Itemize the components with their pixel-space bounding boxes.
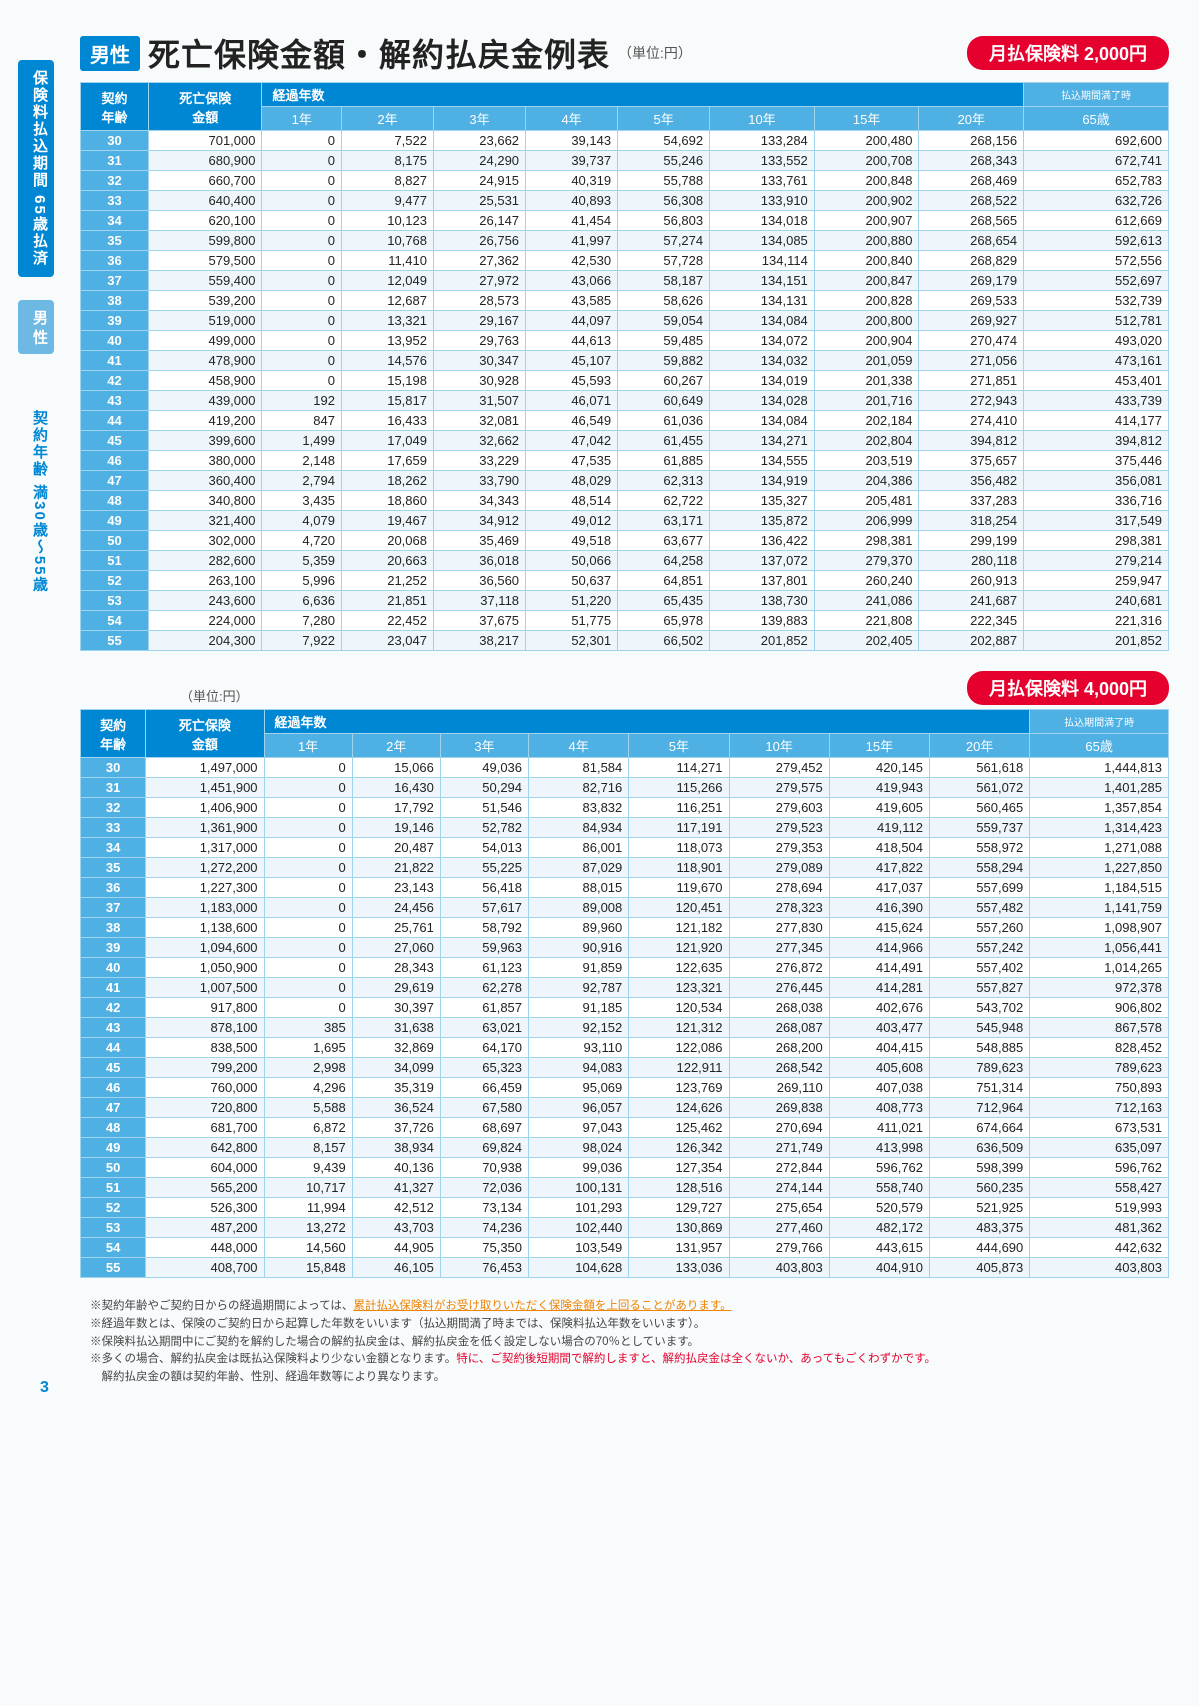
table-row: 47720,8005,58836,52467,58096,057124,6262… bbox=[81, 1098, 1169, 1118]
table-row: 381,138,600025,76158,79289,960121,182277… bbox=[81, 918, 1169, 938]
tbody-2000: 30701,00007,52223,66239,14354,692133,284… bbox=[81, 131, 1169, 651]
table-row: 45799,2002,99834,09965,32394,083122,9112… bbox=[81, 1058, 1169, 1078]
table-row: 361,227,300023,14356,41888,015119,670278… bbox=[81, 878, 1169, 898]
table-row: 371,183,000024,45657,61789,008120,451278… bbox=[81, 898, 1169, 918]
table-row: 391,094,600027,06059,96390,916121,920277… bbox=[81, 938, 1169, 958]
table-row: 51565,20010,71741,32772,036100,131128,51… bbox=[81, 1178, 1169, 1198]
main-title: 死亡保険金額・解約払戻金例表 bbox=[148, 30, 610, 76]
table-row: 42917,800030,39761,85791,185120,534268,0… bbox=[81, 998, 1169, 1018]
table-row: 34620,100010,12326,14741,45456,803134,01… bbox=[81, 211, 1169, 231]
table-row: 301,497,000015,06649,03681,584114,271279… bbox=[81, 758, 1169, 778]
table-row: 43439,00019215,81731,50746,07160,649134,… bbox=[81, 391, 1169, 411]
table-row: 35599,800010,76826,75641,99757,274134,08… bbox=[81, 231, 1169, 251]
table-row: 36579,500011,41027,36242,53057,728134,11… bbox=[81, 251, 1169, 271]
table-row: 46380,0002,14817,65933,22947,53561,88513… bbox=[81, 451, 1169, 471]
table-row: 43878,10038531,63863,02192,152121,312268… bbox=[81, 1018, 1169, 1038]
table-row: 45399,6001,49917,04932,66247,04261,45513… bbox=[81, 431, 1169, 451]
thead-4000: 契約年齢死亡保険金額経過年数払込期間満了時1年2年3年4年5年10年15年20年… bbox=[81, 710, 1169, 758]
table-row: 331,361,900019,14652,78284,934117,191279… bbox=[81, 818, 1169, 838]
gender-tag: 男性 bbox=[80, 36, 140, 71]
table-row: 33640,40009,47725,53140,89356,308133,910… bbox=[81, 191, 1169, 211]
table-row: 401,050,900028,34361,12391,859122,635276… bbox=[81, 958, 1169, 978]
table-row: 50604,0009,43940,13670,93899,036127,3542… bbox=[81, 1158, 1169, 1178]
table-row: 49642,8008,15738,93469,82498,024126,3422… bbox=[81, 1138, 1169, 1158]
table-row: 321,406,900017,79251,54683,832116,251279… bbox=[81, 798, 1169, 818]
unit-label-1: （単位:円） bbox=[618, 43, 692, 63]
table-row: 55408,70015,84846,10576,453104,628133,03… bbox=[81, 1258, 1169, 1278]
table-row: 48681,7006,87237,72668,69797,043125,4622… bbox=[81, 1118, 1169, 1138]
table-row: 55204,3007,92223,04738,21752,30166,50220… bbox=[81, 631, 1169, 651]
table-4000: 契約年齢死亡保険金額経過年数払込期間満了時1年2年3年4年5年10年15年20年… bbox=[80, 709, 1169, 1278]
tbody-4000: 301,497,000015,06649,03681,584114,271279… bbox=[81, 758, 1169, 1278]
premium-badge-1: 月払保険料 2,000円 bbox=[967, 36, 1169, 70]
table-row: 32660,70008,82724,91540,31955,788133,761… bbox=[81, 171, 1169, 191]
side-age-label: 契約年齢 満30歳〜55歳 bbox=[18, 400, 54, 604]
table-2000: 契約年齢死亡保険金額経過年数払込期間満了時1年2年3年4年5年10年15年20年… bbox=[80, 82, 1169, 651]
table-row: 42458,900015,19830,92845,59360,267134,01… bbox=[81, 371, 1169, 391]
side-period-label: 保険料払込期間 65歳払済 bbox=[18, 60, 54, 277]
table-row: 40499,000013,95229,76344,61359,485134,07… bbox=[81, 331, 1169, 351]
table-row: 31680,90008,17524,29039,73755,246133,552… bbox=[81, 151, 1169, 171]
table-row: 37559,400012,04927,97243,06658,187134,15… bbox=[81, 271, 1169, 291]
table-row: 44838,5001,69532,86964,17093,110122,0862… bbox=[81, 1038, 1169, 1058]
table-row: 53243,6006,63621,85137,11851,22065,43513… bbox=[81, 591, 1169, 611]
page-number: 3 bbox=[40, 1379, 49, 1397]
table-row: 46760,0004,29635,31966,45995,069123,7692… bbox=[81, 1078, 1169, 1098]
footnotes: ※契約年齢やご契約日からの経過期間によっては、累計払込保険料がお受け取りいただく… bbox=[80, 1298, 1169, 1387]
table-row: 411,007,500029,61962,27892,787123,321276… bbox=[81, 978, 1169, 998]
unit-label-2: （単位:円） bbox=[80, 686, 249, 705]
table-row: 52263,1005,99621,25236,56050,63764,85113… bbox=[81, 571, 1169, 591]
table-row: 53487,20013,27243,70374,236102,440130,86… bbox=[81, 1218, 1169, 1238]
table-row: 49321,4004,07919,46734,91249,01263,17113… bbox=[81, 511, 1169, 531]
table-row: 54448,00014,56044,90575,350103,549131,95… bbox=[81, 1238, 1169, 1258]
thead-2000: 契約年齢死亡保険金額経過年数払込期間満了時1年2年3年4年5年10年15年20年… bbox=[81, 83, 1169, 131]
table-row: 52526,30011,99442,51273,134101,293129,72… bbox=[81, 1198, 1169, 1218]
table-row: 39519,000013,32129,16744,09759,054134,08… bbox=[81, 311, 1169, 331]
side-gender-label: 男 性 bbox=[18, 300, 54, 354]
premium-badge-2: 月払保険料 4,000円 bbox=[967, 671, 1169, 705]
table-row: 30701,00007,52223,66239,14354,692133,284… bbox=[81, 131, 1169, 151]
table-row: 50302,0004,72020,06835,46949,51863,67713… bbox=[81, 531, 1169, 551]
table-row: 341,317,000020,48754,01386,001118,073279… bbox=[81, 838, 1169, 858]
title-row: 男性 死亡保険金額・解約払戻金例表 （単位:円） 月払保険料 2,000円 bbox=[80, 30, 1169, 76]
subheader-row: （単位:円） 月払保険料 4,000円 bbox=[80, 671, 1169, 705]
table-row: 47360,4002,79418,26233,79048,02962,31313… bbox=[81, 471, 1169, 491]
table-row: 54224,0007,28022,45237,67551,77565,97813… bbox=[81, 611, 1169, 631]
table-row: 38539,200012,68728,57343,58558,626134,13… bbox=[81, 291, 1169, 311]
table-row: 311,451,900016,43050,29482,716115,266279… bbox=[81, 778, 1169, 798]
table-row: 351,272,200021,82255,22587,029118,901279… bbox=[81, 858, 1169, 878]
table-row: 44419,20084716,43332,08146,54961,036134,… bbox=[81, 411, 1169, 431]
table-row: 48340,8003,43518,86034,34348,51462,72213… bbox=[81, 491, 1169, 511]
table-row: 41478,900014,57630,34745,10759,882134,03… bbox=[81, 351, 1169, 371]
table-row: 51282,6005,35920,66336,01850,06664,25813… bbox=[81, 551, 1169, 571]
